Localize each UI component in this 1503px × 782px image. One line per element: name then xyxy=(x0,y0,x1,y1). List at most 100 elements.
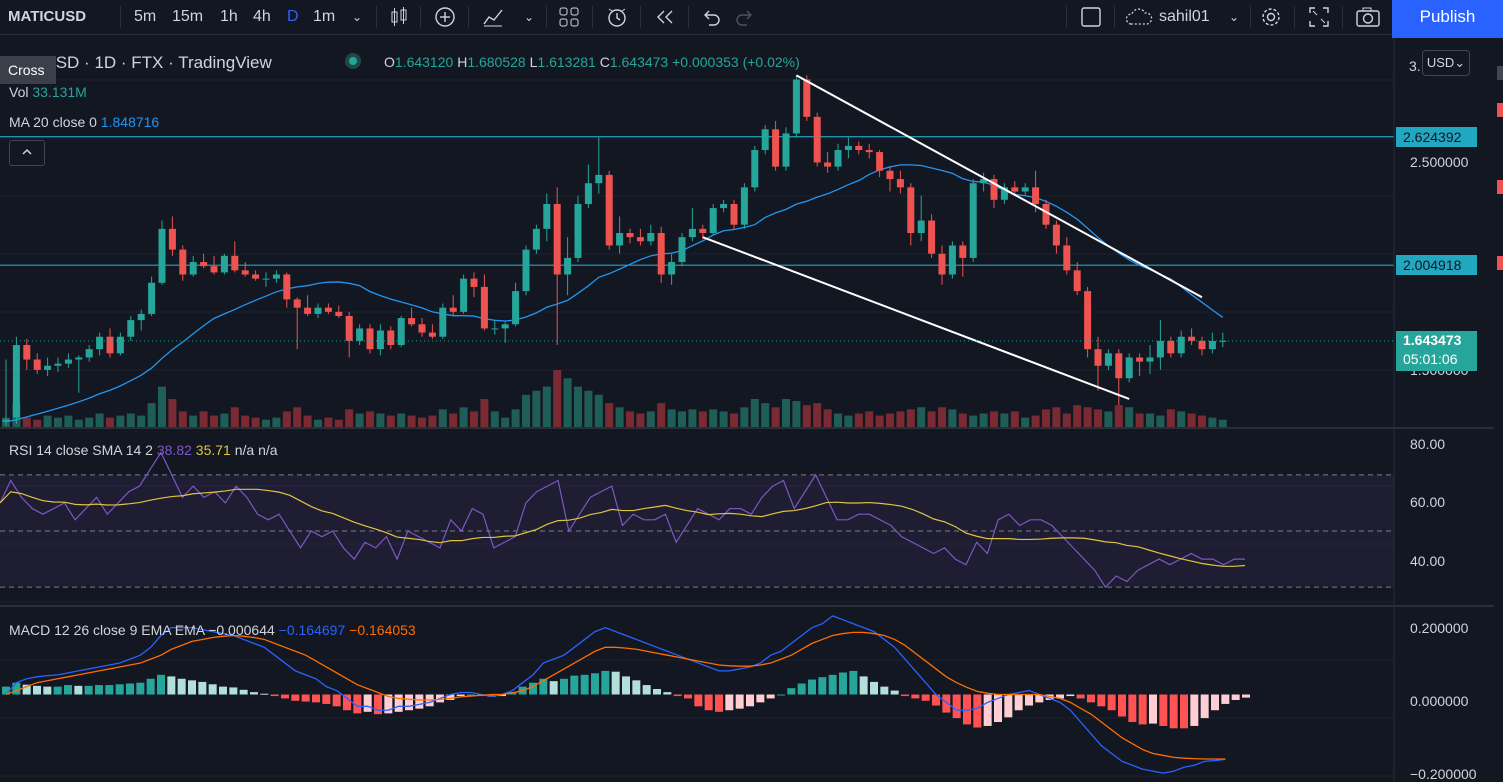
macd-histogram-bar xyxy=(911,694,920,699)
level-price-tag[interactable]: 2.004918 xyxy=(1396,255,1477,276)
candle-body xyxy=(938,253,946,275)
ma20-line xyxy=(5,164,1224,423)
horizontal-levels[interactable] xyxy=(0,136,1394,266)
volume-bar xyxy=(1021,417,1030,428)
rsi-legend[interactable]: RSI 14 close SMA 14 2 38.82 35.71 n/a n/… xyxy=(9,442,278,458)
volume-bar xyxy=(397,413,406,428)
macd-histogram-bar xyxy=(343,694,351,711)
replay-rewind-icon[interactable] xyxy=(654,6,676,28)
undo-icon[interactable] xyxy=(700,6,722,28)
interval-1m[interactable]: 1m xyxy=(313,8,336,25)
macd-histogram-bar xyxy=(1128,694,1137,723)
layouts-grid-icon[interactable] xyxy=(558,6,580,28)
ma-legend[interactable]: MA 20 close 0 1.848716 xyxy=(9,114,160,130)
alert-marker[interactable] xyxy=(1497,66,1503,80)
candle-body xyxy=(366,328,374,350)
symbol-search[interactable]: MATICUSD xyxy=(8,8,87,25)
candle-body xyxy=(1104,353,1112,366)
camera-snapshot-icon[interactable] xyxy=(1355,6,1381,28)
rsi-tick: 40.00 xyxy=(1410,553,1446,569)
macd-histogram-bar xyxy=(1045,694,1054,701)
macd-histogram-bar xyxy=(1035,694,1044,703)
signal-line xyxy=(5,631,1226,760)
layout-name-user[interactable]: sahil01 xyxy=(1159,8,1210,25)
volume-bar xyxy=(667,409,676,428)
alert-marker[interactable] xyxy=(1497,103,1503,117)
candle-body xyxy=(480,286,488,329)
volume-bar xyxy=(1156,415,1165,428)
volume-bar xyxy=(615,407,624,428)
candle-body xyxy=(231,255,239,271)
candle-body xyxy=(501,324,509,329)
volume-bar xyxy=(1042,409,1050,428)
macd-legend[interactable]: MACD 12 26 close 9 EMA EMA −0.000644 −0.… xyxy=(9,622,416,638)
candle-body xyxy=(397,318,405,346)
toolbar-divider xyxy=(120,6,121,28)
alert-marker[interactable] xyxy=(1497,256,1503,270)
settings-gear-icon[interactable] xyxy=(1260,6,1282,28)
interval-1h[interactable]: 1h xyxy=(220,8,238,25)
candles-chart-type-icon[interactable] xyxy=(388,6,410,28)
macd-histogram-bar xyxy=(797,683,806,695)
macd-histogram-bar xyxy=(456,694,465,697)
interval-5m[interactable]: 5m xyxy=(134,8,157,25)
trendlines[interactable] xyxy=(702,74,1203,400)
redo-icon[interactable] xyxy=(734,6,756,28)
candle-body xyxy=(1115,353,1123,379)
macd-histogram-bar xyxy=(570,675,579,695)
volume-bar xyxy=(230,407,239,428)
interval-d-active[interactable]: D xyxy=(287,8,299,25)
macd-histogram-bar xyxy=(580,674,589,695)
candle-body xyxy=(834,150,842,167)
volume-bar xyxy=(563,378,572,428)
macd-histogram-bar xyxy=(281,694,289,699)
macd-histogram-bar xyxy=(591,673,599,695)
chart-title[interactable]: / USD · 1D · FTX · TradingView xyxy=(34,53,272,72)
add-indicator-icon[interactable] xyxy=(434,6,456,28)
candle-body xyxy=(44,365,52,370)
macd-histogram-bar xyxy=(932,694,940,706)
intervals-chevron-down-icon[interactable]: ⌄ xyxy=(352,10,363,24)
candle-body xyxy=(564,257,572,275)
rsi-tick: 80.00 xyxy=(1410,436,1446,452)
indicators-chart-icon[interactable] xyxy=(482,6,504,28)
volume-bar xyxy=(22,417,31,428)
candle-body xyxy=(605,174,613,246)
interval-15m[interactable]: 15m xyxy=(172,8,204,25)
interval-4h[interactable]: 4h xyxy=(253,8,271,25)
indicators-chevron-down-icon[interactable]: ⌄ xyxy=(524,10,535,24)
macd-histogram-bar xyxy=(787,688,796,695)
macd-histogram-bar xyxy=(498,694,506,697)
macd-histogram-bar xyxy=(12,682,21,695)
alert-clock-icon[interactable] xyxy=(606,6,628,28)
currency-button[interactable]: USD⌄ xyxy=(1422,50,1470,76)
candle-body xyxy=(75,357,83,360)
layout-chevron-down-icon[interactable]: ⌄ xyxy=(1229,10,1240,24)
candle-body xyxy=(980,179,988,184)
cloud-save-icon[interactable] xyxy=(1124,6,1154,28)
volume-bar xyxy=(1031,415,1040,428)
candle-body xyxy=(23,345,31,360)
volume-bar xyxy=(262,419,270,428)
alert-marker[interactable] xyxy=(1497,180,1503,194)
macd-histogram-bar xyxy=(136,682,145,695)
macd-histogram-bar xyxy=(1221,694,1230,704)
ohlc-readout: O1.643120 H1.680528 L1.613281 C1.643473 … xyxy=(384,54,800,70)
publish-button[interactable]: Publish xyxy=(1392,0,1503,38)
candle-body xyxy=(220,255,228,273)
macd-histogram-bar xyxy=(1056,694,1064,699)
candle-body xyxy=(626,233,634,238)
layout-square-icon[interactable] xyxy=(1080,6,1102,28)
level-price-tag[interactable]: 2.624392 xyxy=(1396,126,1477,147)
candle-body xyxy=(886,170,894,180)
candle-body xyxy=(54,363,62,366)
fullscreen-icon[interactable] xyxy=(1308,6,1330,28)
macd-histogram-bar xyxy=(1076,694,1085,699)
volume-bar xyxy=(1062,413,1071,428)
collapse-legend-button[interactable] xyxy=(9,140,45,166)
volume-legend[interactable]: Vol 33.131M xyxy=(9,84,87,100)
candle-body xyxy=(532,228,540,250)
rsi-tick: 60.00 xyxy=(1410,494,1446,510)
volume-bar xyxy=(220,413,229,428)
